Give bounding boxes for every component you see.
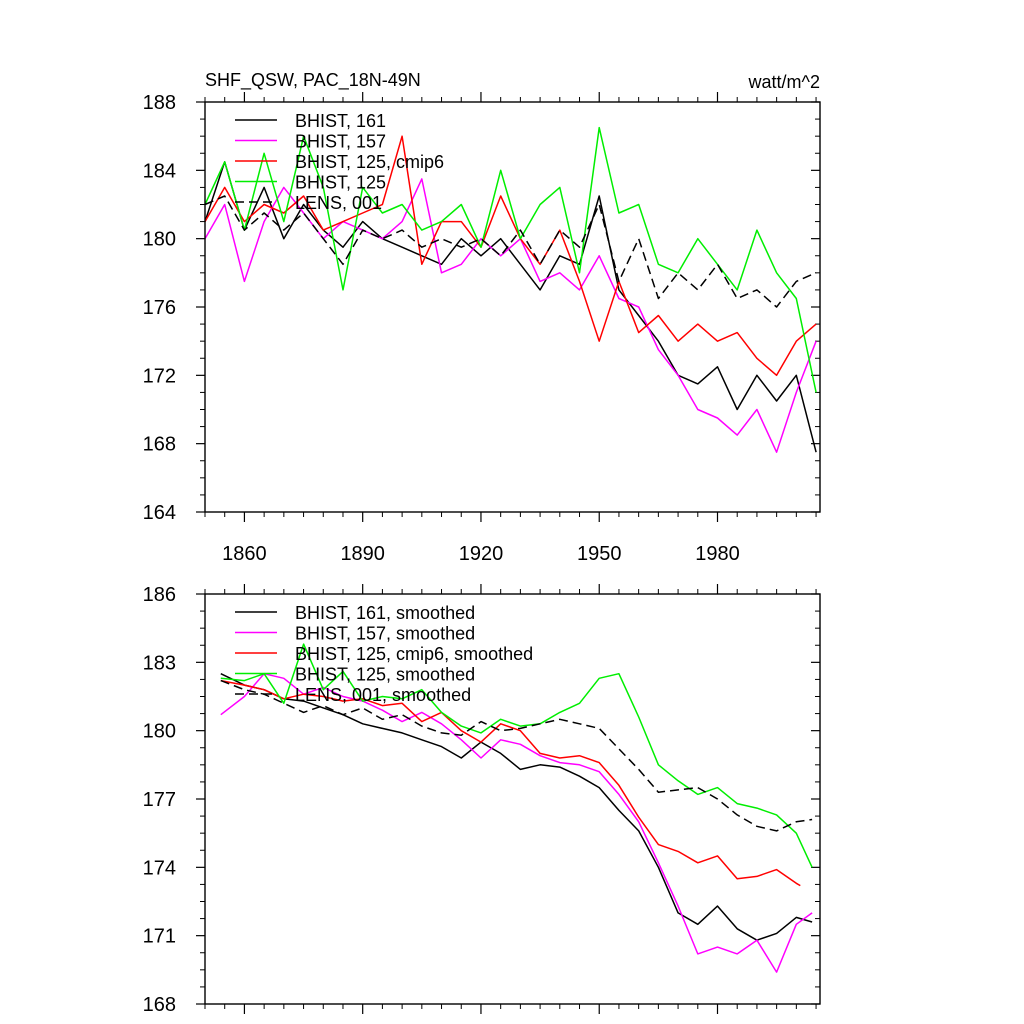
top-ytick-label: 188 [143,92,176,114]
bottom-ytick-label: 168 [143,994,176,1016]
bottom-ytick-label: 183 [143,652,176,674]
top-xtick-label: 1860 [222,543,267,565]
top-legend-label: BHIST, 161 [295,111,386,131]
top-xtick-label: 1980 [695,543,740,565]
bottom-chart-ticks: 168 171 174 177 180 183 186 [143,584,820,1016]
top-chart-title: SHF_QSW, PAC_18N-49N [205,70,421,91]
top-chart-ticks: 164 168 172 176 180 184 188 1860 1890 1920 1950 198… [143,92,820,565]
bottom-ytick-label: 177 [143,789,176,811]
top-chart-panel: SHF_QSW, PAC_18N-49N watt/m^2 1641681721… [143,70,821,565]
top-chart-units: watt/m^2 [748,72,820,92]
bottom-series-lens-001-smoothed [220,679,813,832]
top-series-bhist-125-cmip6 [204,135,817,377]
bottom-ytick-label: 180 [143,721,176,743]
top-xtick-label: 1890 [340,543,385,565]
top-legend-label: BHIST, 125 [295,173,386,193]
top-series-bhist-125 [204,126,817,393]
bottom-legend-label: LENS, 001, smoothed [295,685,471,705]
top-chart-series [204,126,817,453]
bottom-series-bhist-125-cmip6-smoothed [220,679,801,887]
bottom-legend-label: BHIST, 125, cmip6, smoothed [295,644,533,664]
top-ytick-label: 168 [143,434,176,456]
bottom-legend-label: BHIST, 161, smoothed [295,603,475,623]
bottom-ytick-label: 174 [143,857,176,879]
top-series-lens-001 [204,195,817,308]
top-ytick-label: 180 [143,229,176,251]
bottom-series-bhist-125-smoothed [220,643,813,868]
top-chart-frame [204,101,821,513]
top-legend-label: BHIST, 125, cmip6 [295,152,444,172]
bottom-chart-panel: 168 171 174 177 180 183 186 BHIST, 161, smooth… [143,584,821,1016]
top-xtick-label: 1920 [459,543,504,565]
top-series-bhist-161 [204,161,817,453]
top-ytick-label: 176 [143,297,176,319]
bottom-chart-series [220,643,813,973]
top-ytick-label: 172 [143,365,176,387]
bottom-chart-frame [204,593,821,1005]
top-legend-label: LENS, 001 [295,193,382,213]
bottom-legend-label: BHIST, 125, smoothed [295,665,475,685]
top-ytick-label: 164 [143,502,176,524]
top-xtick-label: 1950 [577,543,622,565]
bottom-ytick-label: 171 [143,926,176,948]
top-ytick-label: 184 [143,160,176,182]
bottom-ytick-label: 186 [143,584,176,606]
bottom-legend-label: BHIST, 157, smoothed [295,624,475,644]
bottom-series-bhist-161-smoothed [220,673,813,941]
bottom-series-bhist-157-smoothed [220,672,813,973]
top-legend-label: BHIST, 157 [295,132,386,152]
